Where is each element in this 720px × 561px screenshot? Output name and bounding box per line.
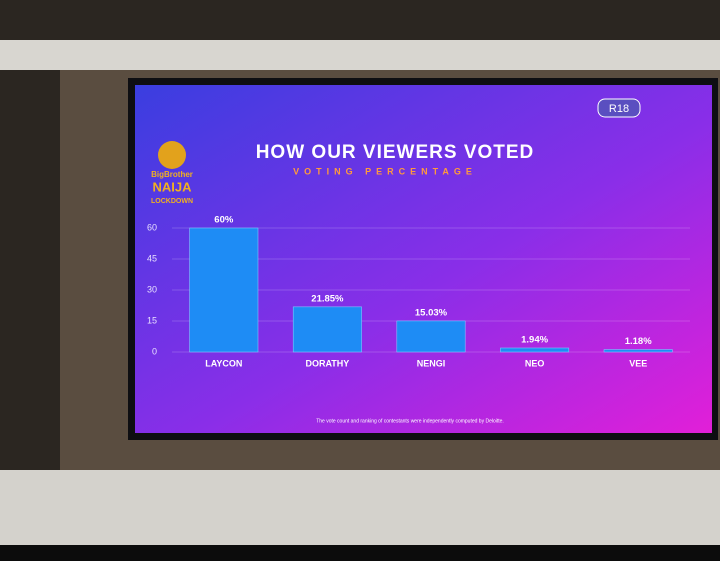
cabinet [0, 470, 720, 545]
rating: R18 [609, 103, 629, 115]
bar [396, 320, 466, 353]
value-label: 15.03% [415, 307, 448, 318]
x-tick-label: LAYCON [205, 358, 242, 368]
value-label: 1.18% [625, 336, 652, 347]
x-tick-label: VEE [629, 358, 647, 368]
y-tick-label: 60 [147, 222, 157, 232]
value-label: 1.94% [521, 335, 548, 346]
footnote: The vote count and ranking of contestant… [316, 418, 504, 424]
bar [189, 227, 259, 353]
plot: 0 15 30 45 60 LAYCON 60% DORATHY 21.85% NENGI 15.0… [147, 215, 690, 368]
bar [500, 347, 570, 353]
value-label: 21.85% [311, 293, 344, 304]
floor [0, 545, 720, 561]
value-label: 60% [214, 215, 234, 226]
x-tick-label: NEO [525, 358, 545, 368]
logo-line: LOCKDOWN [151, 198, 193, 205]
rating-badge [597, 98, 641, 118]
x-tick-label: NENGI [417, 358, 446, 368]
chart-title: HOW OUR VIEWERS VOTED [256, 142, 535, 163]
y-tick-label: 45 [147, 253, 157, 263]
chart-subtitle: VOTING PERCENTAGE [293, 166, 477, 176]
y-tick-label: 30 [147, 284, 157, 294]
y-tick-label: 0 [152, 346, 157, 356]
logo-line: NAIJA [152, 179, 192, 194]
bar [292, 306, 362, 353]
x-tick-label: DORATHY [305, 358, 349, 368]
logo-eye [158, 141, 186, 169]
shelf [0, 40, 720, 70]
y-tick-label: 15 [147, 315, 157, 325]
bar [603, 349, 673, 353]
logo-line: BigBrother [151, 170, 193, 179]
